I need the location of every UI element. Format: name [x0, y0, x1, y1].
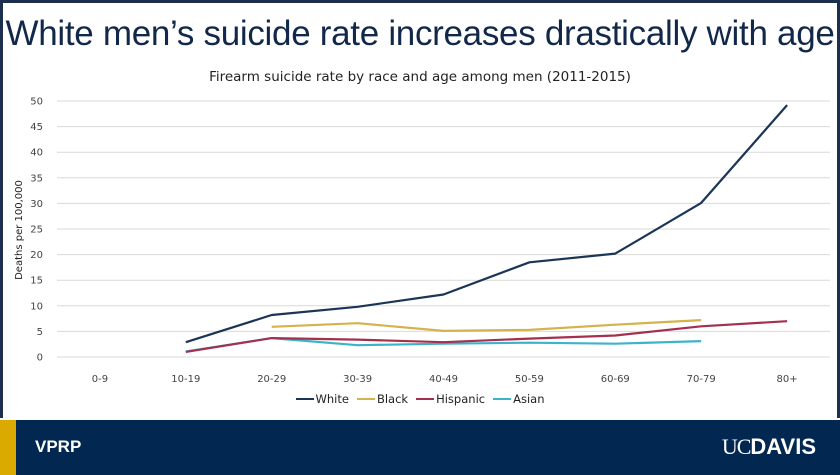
uc-davis-logo: UCDAVIS: [722, 434, 816, 460]
x-tick-60-69: 60-69: [601, 374, 630, 385]
legend-swatch-asian: [493, 398, 511, 400]
y-tick-15: 15: [30, 276, 43, 287]
x-tick-80+: 80+: [777, 374, 798, 385]
y-axis-label: Deaths per 100,000: [14, 180, 25, 280]
footer-bar: VPRP UCDAVIS: [0, 418, 840, 475]
legend-item-asian: Asian: [493, 392, 544, 406]
legend-label: White: [316, 392, 349, 406]
series-line-white: [186, 105, 787, 342]
footer-accent-stripe: [0, 420, 16, 475]
y-tick-5: 5: [37, 327, 43, 338]
y-tick-45: 45: [30, 122, 43, 133]
legend-swatch-black: [357, 398, 375, 400]
chart-legend: White Black Hispanic Asian: [0, 392, 840, 406]
x-tick-0-9: 0-9: [92, 374, 108, 385]
series-line-black: [272, 320, 702, 331]
gridlines: [57, 101, 830, 357]
legend-swatch-hispanic: [416, 398, 434, 400]
y-tick-20: 20: [30, 250, 43, 261]
line-chart: 0 5 10 15 20 25 30 35 40 45 50 0-9 10-19 20-29 30-39 4…: [0, 0, 840, 420]
y-tick-30: 30: [30, 199, 43, 210]
series-lines: [186, 105, 787, 352]
y-tick-35: 35: [30, 173, 43, 184]
logo-davis: DAVIS: [750, 434, 816, 459]
x-tick-10-19: 10-19: [171, 374, 200, 385]
x-tick-20-29: 20-29: [257, 374, 286, 385]
legend-swatch-white: [296, 398, 314, 400]
x-tick-70-79: 70-79: [687, 374, 716, 385]
logo-uc: UC: [722, 434, 751, 459]
legend-label: Hispanic: [436, 392, 485, 406]
y-tick-25: 25: [30, 225, 43, 236]
x-tick-30-39: 30-39: [343, 374, 372, 385]
y-tick-40: 40: [30, 148, 43, 159]
legend-item-hispanic: Hispanic: [416, 392, 485, 406]
x-tick-labels: 0-9 10-19 20-29 30-39 40-49 50-59 60-69 70-79 80…: [92, 374, 798, 385]
y-tick-0: 0: [37, 353, 43, 364]
x-tick-50-59: 50-59: [515, 374, 544, 385]
footer-program-name: VPRP: [35, 437, 81, 457]
y-tick-labels: 0 5 10 15 20 25 30 35 40 45 50: [30, 97, 43, 364]
y-tick-50: 50: [30, 97, 43, 108]
legend-item-black: Black: [357, 392, 408, 406]
x-tick-40-49: 40-49: [429, 374, 458, 385]
legend-item-white: White: [296, 392, 349, 406]
legend-label: Black: [377, 392, 408, 406]
legend-label: Asian: [513, 392, 544, 406]
y-tick-10: 10: [30, 301, 43, 312]
